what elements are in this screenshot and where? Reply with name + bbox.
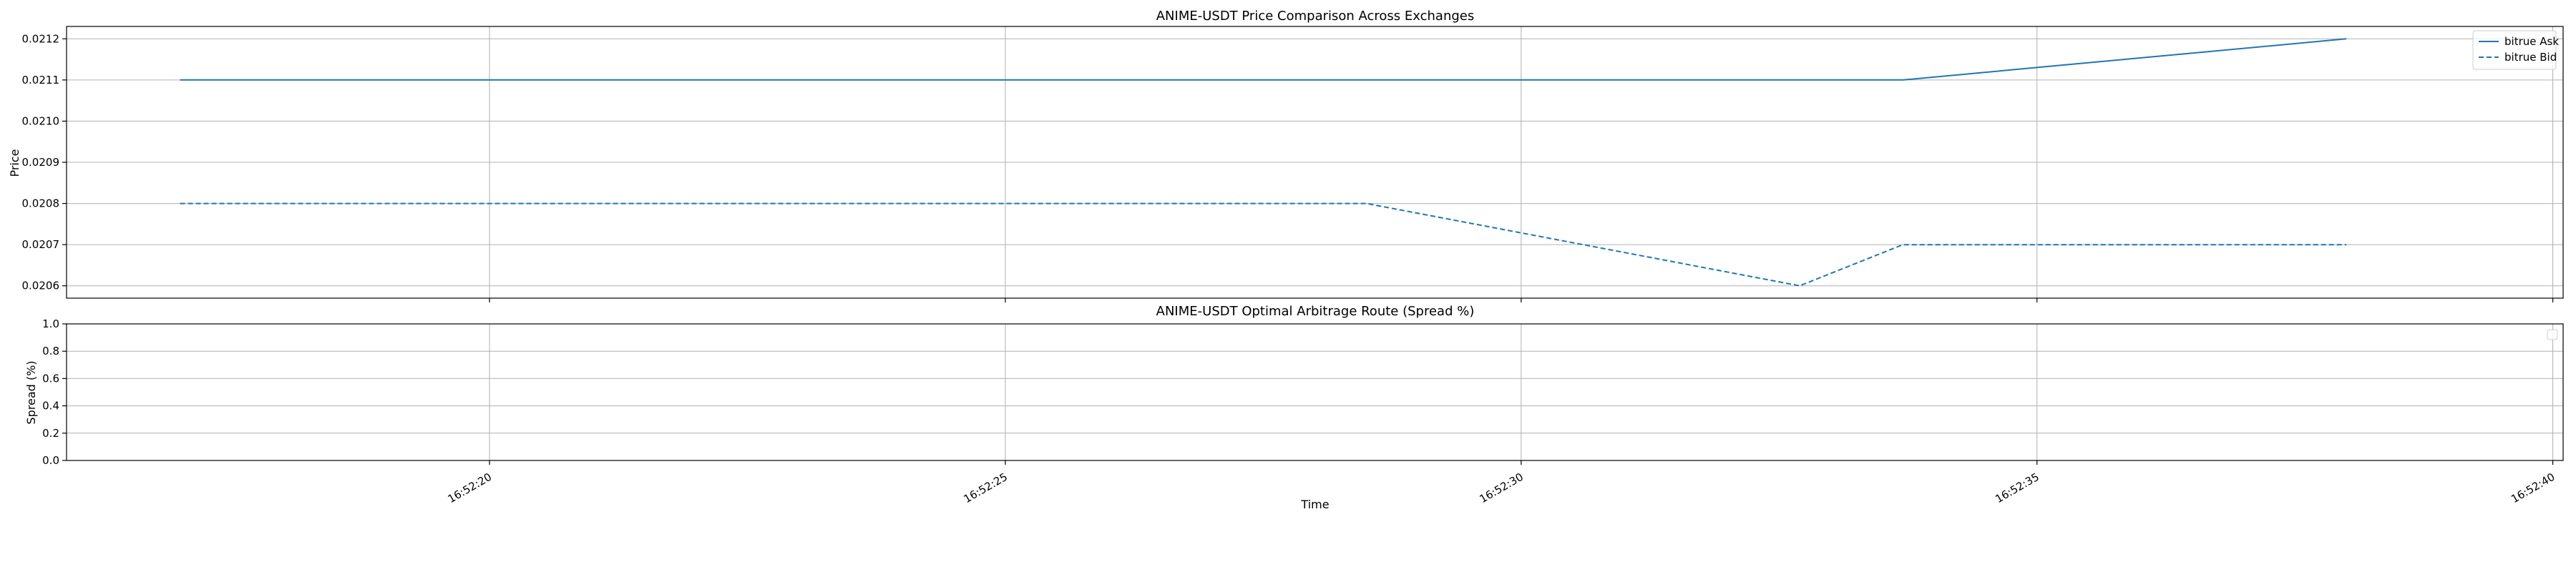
spread-y-ticks: 0.0 0.2 0.4 0.6 0.8 1.0 <box>42 317 67 467</box>
price-x-ticks <box>489 298 2554 302</box>
price-legend: bitrue Ask bitrue Bid <box>2472 30 2559 70</box>
price-chart-title: ANIME-USDT Price Comparison Across Excha… <box>1156 9 1475 24</box>
y-tick-label: 0.0211 <box>22 74 60 87</box>
y-tick-label: 0.0 <box>42 454 59 467</box>
y-tick-label: 0.2 <box>42 427 59 440</box>
y-tick-label: 1.0 <box>42 317 59 330</box>
price-panel: ANIME-USDT Price Comparison Across Excha… <box>8 9 2564 302</box>
y-tick-label: 0.0209 <box>22 156 60 169</box>
series-line-bitrue-bid <box>180 202 2347 287</box>
price-y-ticks: 0.0206 0.0207 0.0208 0.0209 0.0210 0.0211 0.02… <box>22 32 67 292</box>
y-tick-label: 0.0210 <box>22 114 60 127</box>
y-tick-label: 0.4 <box>42 400 59 413</box>
y-tick-label: 0.0206 <box>22 280 60 292</box>
price-series-group <box>180 38 2347 287</box>
price-y-axis-label: Price <box>8 149 21 177</box>
legend-box-empty <box>2547 329 2558 340</box>
spread-y-axis-label: Spread (%) <box>24 360 38 424</box>
y-tick-label: 0.0207 <box>22 238 60 251</box>
legend-label: bitrue Bid <box>2504 51 2557 64</box>
y-tick-label: 0.0212 <box>22 32 60 45</box>
series-line-bitrue-ask <box>180 38 2347 81</box>
legend-box <box>2472 30 2557 70</box>
spread-legend <box>2547 329 2558 340</box>
legend-label: bitrue Ask <box>2504 35 2559 48</box>
y-tick-label: 0.6 <box>42 372 59 385</box>
spread-chart-title: ANIME-USDT Optimal Arbitrage Route (Spre… <box>1156 304 1475 319</box>
y-tick-label: 0.0208 <box>22 197 60 210</box>
spread-plot-frame <box>66 323 2564 461</box>
time-x-axis-label: Time <box>1300 498 1329 511</box>
y-tick-label: 0.8 <box>42 345 59 358</box>
